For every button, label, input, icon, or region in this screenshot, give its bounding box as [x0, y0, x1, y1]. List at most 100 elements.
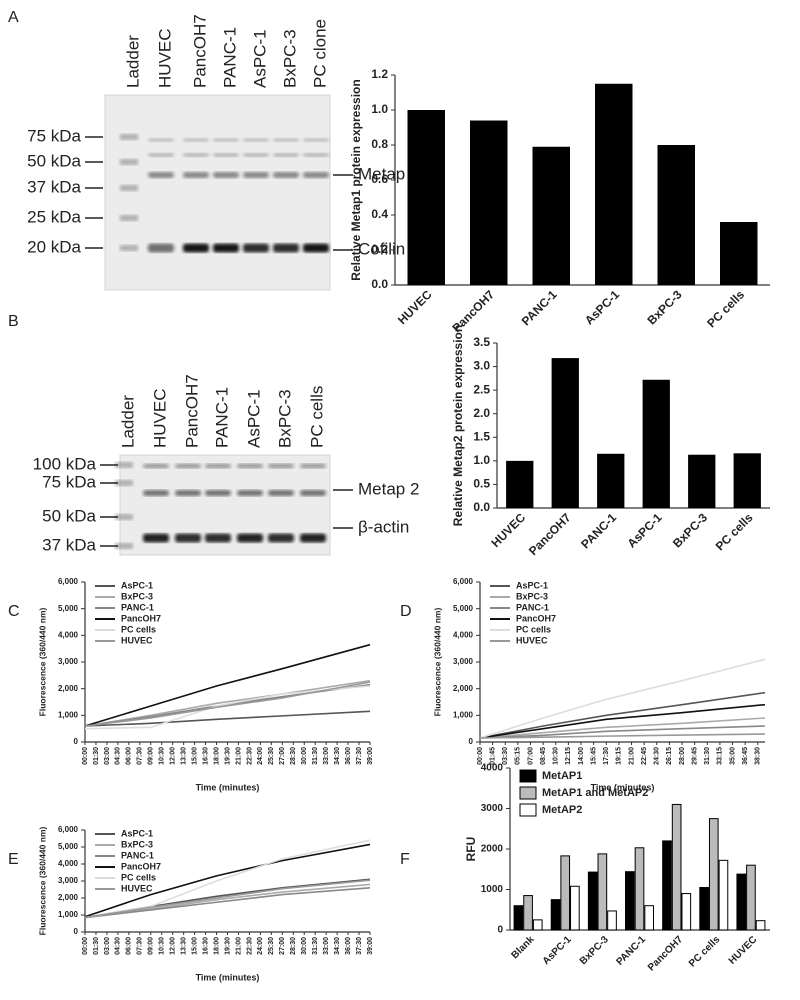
x-tick-label: 39:00	[367, 937, 374, 955]
protein-band	[243, 243, 269, 253]
bar	[681, 893, 692, 931]
protein-band	[303, 138, 329, 142]
x-tick-label: 22:45	[641, 747, 648, 765]
x-tick-label: AsPC-1	[582, 287, 622, 327]
marker-label: 75 kDa	[42, 472, 96, 491]
lane-label: AsPC-1	[250, 29, 269, 88]
bar	[642, 379, 670, 508]
x-tick-label: 30:00	[301, 747, 308, 765]
x-tick-label: PANC-1	[614, 934, 648, 968]
protein-band	[300, 533, 326, 543]
y-tick-label: 4,000	[58, 859, 79, 868]
legend-label: MetAP2	[542, 804, 582, 816]
y-axis-label: Fluorescence (360/440 nm)	[37, 827, 47, 936]
protein-band	[268, 490, 294, 496]
x-tick-label: Blank	[510, 934, 537, 961]
y-tick-label: 5,000	[453, 604, 474, 613]
y-tick-label: 0.6	[371, 172, 388, 186]
y-tick-label: 0.5	[473, 477, 490, 491]
protein-band	[183, 243, 209, 253]
x-tick-label: 03:30	[502, 747, 509, 765]
y-tick-label: 0	[74, 737, 79, 746]
x-tick-label: 26:15	[666, 747, 673, 765]
bar	[733, 453, 761, 508]
y-tick-label: 3,000	[58, 657, 79, 666]
x-tick-label: 22:30	[246, 747, 253, 765]
x-tick-label: 19:15	[616, 747, 623, 765]
bar	[532, 919, 543, 931]
ladder-band	[115, 462, 133, 468]
x-tick-label: 10:30	[159, 747, 166, 765]
x-tick-label: 24:30	[654, 747, 661, 765]
protein-band	[175, 463, 201, 469]
series-line	[479, 691, 766, 739]
protein-band	[148, 153, 174, 157]
legend-label: BxPC-3	[121, 839, 153, 849]
marker-label: 50 kDa	[27, 151, 81, 170]
lane-label: PANC-1	[212, 387, 231, 448]
bar	[560, 855, 571, 931]
y-tick-label: 1.0	[473, 453, 490, 467]
x-tick-label: AsPC-1	[625, 510, 665, 550]
marker-label: 25 kDa	[27, 207, 81, 226]
protein-band	[213, 153, 239, 157]
x-tick-label: 18:00	[213, 937, 220, 955]
x-tick-label: 16:30	[202, 747, 209, 765]
x-tick-label: 33:00	[323, 937, 330, 955]
panel-letter: F	[400, 851, 410, 868]
x-tick-label: 39:00	[367, 747, 374, 765]
panel-letter: E	[8, 851, 19, 868]
x-axis-label: Time (minutes)	[196, 972, 260, 982]
protein-band	[143, 463, 169, 469]
x-tick-label: 19:30	[224, 747, 231, 765]
series-line	[479, 658, 766, 739]
ladder-band	[115, 480, 133, 486]
bar	[470, 120, 508, 285]
series-line	[84, 710, 371, 727]
marker-label: 100 kDa	[33, 454, 97, 473]
protein-band	[205, 490, 231, 496]
lane-label: PC clone	[310, 19, 329, 88]
x-tick-label: 13:30	[180, 937, 187, 955]
protein-band	[273, 172, 299, 178]
series-line	[84, 685, 371, 730]
lane-label: PANC-1	[220, 27, 239, 88]
band-label: Metap 1	[358, 164, 419, 183]
protein-band	[183, 172, 209, 178]
y-tick-label: 6,000	[58, 577, 79, 586]
legend-label: PC cells	[121, 624, 156, 634]
ladder-band	[120, 159, 138, 165]
protein-band	[243, 153, 269, 157]
legend-label: AsPC-1	[121, 828, 153, 838]
y-axis-label: Relative Metap2 protein expression	[451, 325, 465, 526]
panel-letter: D	[400, 603, 412, 620]
x-tick-label: 24:00	[257, 937, 264, 955]
x-tick-label: 22:30	[246, 937, 253, 955]
x-tick-label: 09:00	[148, 747, 155, 765]
bar	[597, 453, 625, 508]
legend-swatch	[519, 803, 537, 817]
bar	[595, 83, 633, 285]
series-line	[84, 843, 371, 918]
x-tick-label: 34:30	[334, 937, 341, 955]
bar	[587, 871, 598, 931]
y-tick-label: 0.0	[473, 500, 490, 514]
legend-label: PANC-1	[121, 602, 154, 612]
x-tick-label: PC cells	[713, 510, 756, 553]
bar	[699, 886, 709, 931]
series-line	[479, 733, 766, 739]
x-tick-label: 31:30	[312, 747, 319, 765]
protein-band	[243, 138, 269, 142]
y-tick-label: 0.8	[371, 137, 388, 151]
protein-band	[243, 172, 269, 178]
y-tick-label: 1.5	[473, 429, 490, 443]
x-tick-label: BxPC-3	[645, 287, 685, 327]
ladder-band	[120, 215, 138, 221]
x-tick-label: 31:30	[312, 937, 319, 955]
protein-band	[205, 463, 231, 469]
y-tick-label: 3000	[481, 803, 504, 814]
protein-band	[303, 243, 329, 253]
x-tick-label: 10:30	[553, 747, 560, 765]
